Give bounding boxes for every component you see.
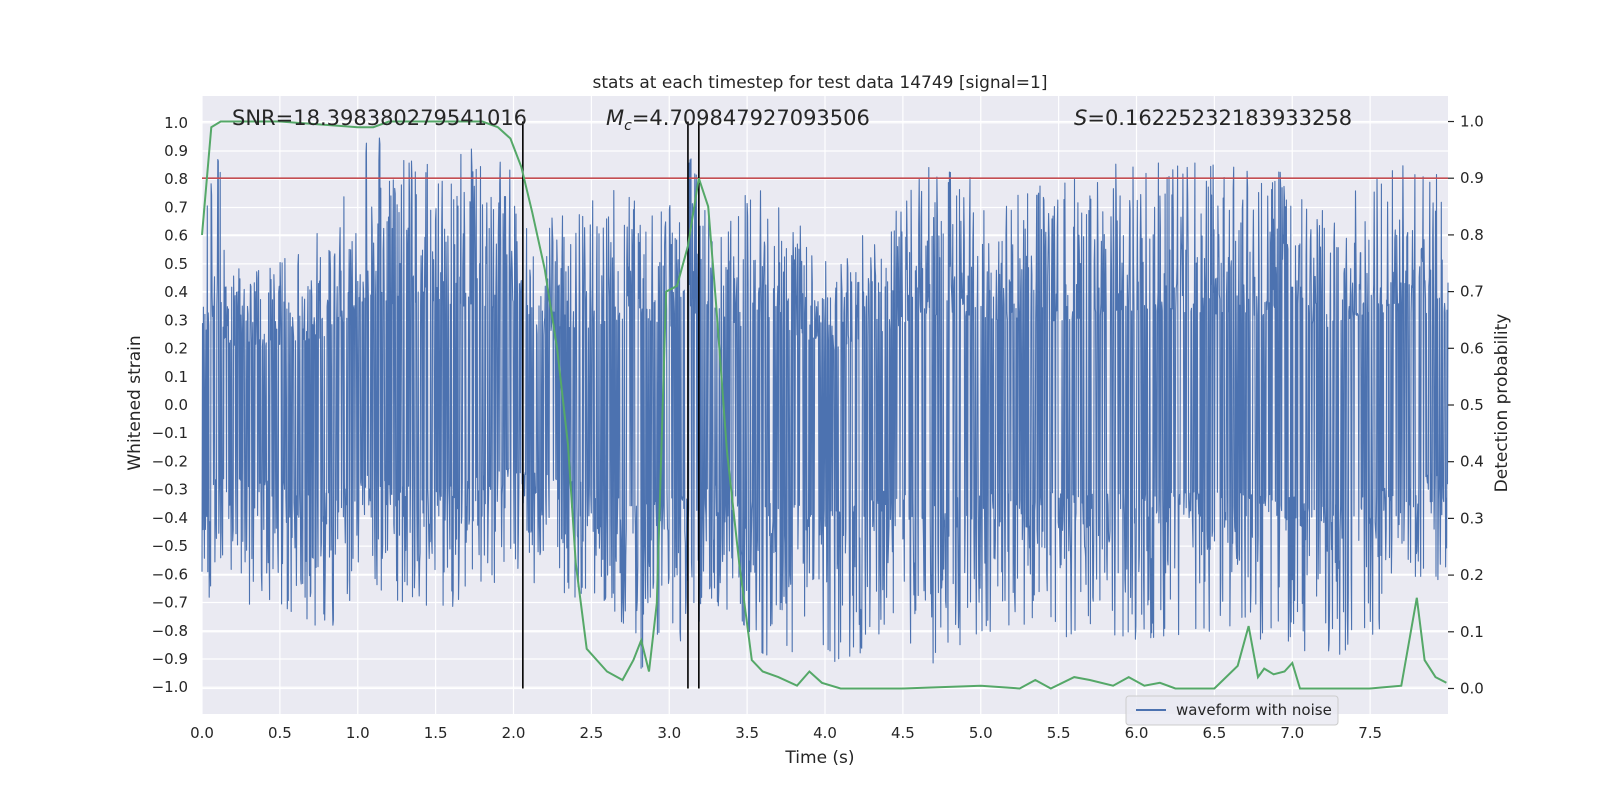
right-tick-label: 0.7 — [1460, 283, 1484, 301]
right-axis-ticks: 1.0 0.9 0.8 0.7 0.6 0.5 0.4 0.3 0.2 0.1 0.0 — [1448, 113, 1484, 697]
right-tick-label: 0.4 — [1460, 453, 1484, 471]
y-tick-label: −0.5 — [152, 537, 188, 555]
y-tick-label: 0.1 — [164, 368, 188, 386]
x-tick-label: 0.5 — [268, 724, 292, 742]
chirp-mass-annotation: Mc=4.709847927093506 — [606, 106, 870, 134]
legend-label-waveform: waveform with noise — [1176, 701, 1332, 719]
x-axis-ticks: 0.0 0.5 1.0 1.5 2.0 2.5 3.0 3.5 4.0 4.5 5.0 5.5 6.0 6… — [190, 724, 1382, 742]
chirp-mass-subscript: c — [624, 118, 632, 134]
legend-box — [1125, 695, 1339, 726]
chirp-mass-value: =4.709847927093506 — [632, 106, 870, 130]
y-tick-label: 0.2 — [164, 340, 188, 358]
right-tick-label: 0.2 — [1460, 566, 1484, 584]
y-axis-ticks: 1.0 0.9 0.8 0.7 0.6 0.5 0.4 0.3 0.2 0.1 0.0 −0.1 −0.… — [152, 114, 188, 696]
data-layer — [201, 120, 1449, 690]
right-tick-label: 0.0 — [1460, 679, 1484, 697]
y-tick-label: −0.6 — [152, 565, 188, 583]
right-tick-label: 0.1 — [1460, 623, 1484, 641]
y-tick-label: 0.5 — [164, 255, 188, 273]
waveform-line — [201, 137, 1449, 669]
x-axis-label: Time (s) — [784, 748, 854, 768]
x-tick-label: 3.5 — [735, 724, 759, 742]
y-tick-label: −0.9 — [152, 650, 188, 668]
x-tick-label: 1.5 — [424, 724, 448, 742]
y-tick-label: 0.4 — [164, 283, 188, 301]
right-tick-label: 0.5 — [1460, 396, 1484, 414]
x-tick-label: 6.0 — [1125, 724, 1149, 742]
score-symbol: S — [1074, 106, 1087, 130]
snr-annotation: SNR=18.398380279541016 — [232, 106, 527, 130]
x-tick-label: 2.0 — [502, 724, 526, 742]
right-tick-label: 1.0 — [1460, 113, 1484, 131]
x-tick-label: 7.5 — [1358, 724, 1382, 742]
detection-probability-line — [201, 120, 1447, 690]
x-tick-label: 4.5 — [891, 724, 915, 742]
y-tick-label: −0.3 — [152, 481, 188, 499]
y-tick-label: 0.0 — [164, 396, 188, 414]
y-tick-label: 0.7 — [164, 198, 188, 216]
y-tick-label: −0.8 — [152, 622, 188, 640]
right-tick-label: 0.3 — [1460, 509, 1484, 527]
y-tick-label: 0.6 — [164, 227, 188, 245]
x-tick-label: 0.0 — [190, 724, 214, 742]
right-tick-label: 0.8 — [1460, 226, 1484, 244]
right-axis-label: Detection probability — [1492, 314, 1512, 493]
right-tick-label: 0.6 — [1460, 339, 1484, 357]
y-tick-label: −1.0 — [152, 678, 188, 696]
x-tick-label: 3.0 — [657, 724, 681, 742]
right-tick-label: 0.9 — [1460, 169, 1484, 187]
y-tick-label: 1.0 — [164, 114, 188, 132]
score-annotation: S=0.16225232183933258 — [1074, 106, 1352, 130]
x-tick-label: 1.0 — [346, 724, 370, 742]
y-tick-label: 0.8 — [164, 170, 188, 188]
y-tick-label: 0.3 — [164, 311, 188, 329]
y-tick-label: −0.7 — [152, 594, 188, 612]
chirp-mass-symbol: M — [606, 106, 624, 130]
score-value: =0.16225232183933258 — [1087, 106, 1352, 130]
chart-title: stats at each timestep for test data 147… — [593, 73, 1048, 93]
x-tick-label: 6.5 — [1202, 724, 1226, 742]
x-tick-label: 7.0 — [1280, 724, 1304, 742]
y-tick-label: −0.2 — [152, 452, 188, 470]
x-tick-label: 5.0 — [969, 724, 993, 742]
x-tick-label: 2.5 — [579, 724, 603, 742]
y-tick-label: −0.4 — [152, 509, 188, 527]
x-tick-label: 4.0 — [813, 724, 837, 742]
y-axis-label: Whitened strain — [125, 335, 145, 470]
legend: waveform with noise — [1125, 695, 1339, 726]
y-tick-label: 0.9 — [164, 142, 188, 160]
y-tick-label: −0.1 — [152, 424, 188, 442]
x-tick-label: 5.5 — [1047, 724, 1071, 742]
